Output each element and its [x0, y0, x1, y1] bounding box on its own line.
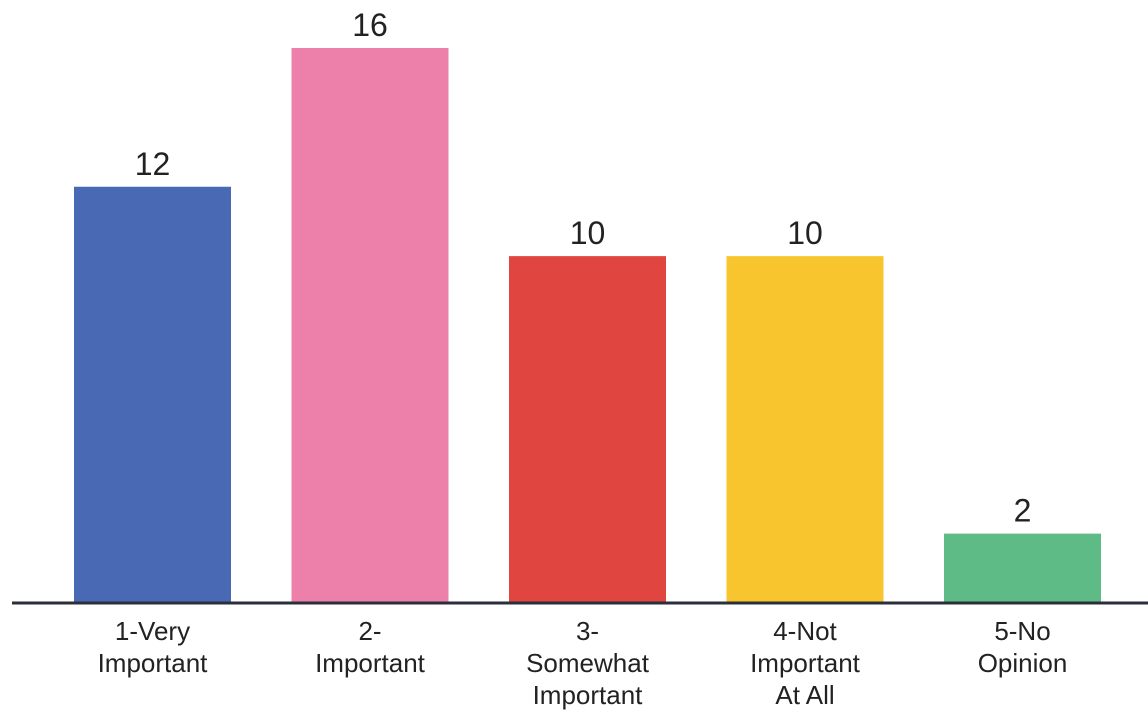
category-label-4: 4-Not Important At All: [750, 616, 861, 710]
category-label-line: At All: [775, 680, 834, 710]
bar-4: [726, 256, 884, 603]
category-label-line: 2-: [358, 616, 381, 646]
category-label-1: 1-Very Important: [98, 616, 209, 678]
bar-value-label-5: 2: [1014, 493, 1032, 529]
bar-value-label-1: 12: [135, 146, 171, 182]
category-label-line: Somewhat: [526, 648, 650, 678]
category-label-2: 2-Important: [315, 616, 426, 678]
bars-group: [74, 48, 1101, 603]
category-label-line: Important: [750, 648, 861, 678]
bar-2: [291, 48, 449, 603]
value-labels-group: 12 16 10 10 2: [135, 7, 1032, 529]
category-label-3: 3-Somewhat Important: [526, 616, 650, 710]
bar-3: [509, 256, 666, 603]
category-label-line: Opinion: [978, 648, 1068, 678]
category-label-line: 4-Not: [773, 616, 837, 646]
category-label-line: Important: [98, 648, 209, 678]
bar-value-label-4: 10: [787, 215, 823, 251]
bar-value-label-2: 16: [352, 7, 388, 43]
category-label-line: Important: [315, 648, 426, 678]
category-label-line: 1-Very: [115, 616, 190, 646]
bar-1: [74, 186, 231, 603]
bar-5: [944, 533, 1101, 603]
category-label-line: Important: [533, 680, 644, 710]
category-label-5: 5-No Opinion: [978, 616, 1068, 678]
category-label-line: 5-No: [994, 616, 1050, 646]
bar-value-label-3: 10: [570, 215, 606, 251]
category-label-line: 3-: [576, 616, 599, 646]
